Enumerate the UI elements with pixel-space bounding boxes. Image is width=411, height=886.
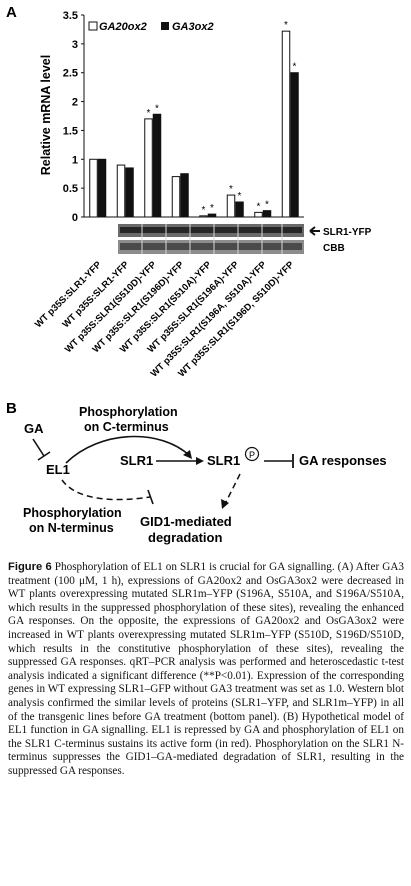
significance-star: * — [210, 203, 214, 214]
bar-ga20ox2 — [145, 119, 153, 217]
panel-a-letter: A — [6, 4, 17, 21]
label-phos-c-line1: Phosphorylation — [79, 405, 178, 419]
bar-ga20ox2 — [200, 216, 208, 217]
y-tick-label: 2 — [72, 97, 78, 109]
legend-label-ga20ox2: GA20ox2 — [99, 21, 147, 33]
label-phos-n-line2: on N-terminus — [29, 521, 114, 535]
bar-ga3ox2 — [291, 73, 299, 217]
bar-ga20ox2 — [255, 212, 263, 217]
bar-ga20ox2 — [90, 159, 98, 217]
figure-caption: Figure 6 Phosphorylation of EL1 on SLR1 … — [8, 561, 404, 779]
blot-label-cbb: CBB — [323, 243, 345, 254]
bar-ga3ox2 — [263, 211, 271, 217]
label-ga: GA — [24, 421, 44, 436]
significance-star: * — [202, 205, 206, 216]
label-gid1-line2: degradation — [148, 530, 222, 545]
legend-swatch-ga3ox2 — [161, 22, 169, 30]
y-tick-label: 0 — [72, 212, 78, 224]
bar-ga3ox2 — [208, 214, 216, 217]
blot-label-slr1-yfp: SLR1-YFP — [323, 227, 372, 238]
inhibition-bar — [38, 452, 50, 460]
bar-ga3ox2 — [181, 174, 189, 217]
significance-star: * — [155, 103, 159, 114]
y-tick-label: 3.5 — [63, 10, 78, 22]
bar-ga20ox2 — [172, 177, 180, 217]
y-axis-title: Relative mRNA level — [39, 55, 53, 175]
blot-band-dark — [120, 227, 302, 233]
significance-star: * — [238, 191, 242, 202]
caption-label: Figure 6 — [8, 561, 52, 573]
dashed-el1-to-degradation — [62, 480, 150, 500]
y-tick-label: 0.5 — [63, 183, 78, 195]
label-slr1-phosphorylated: SLR1 — [207, 453, 240, 468]
label-ga-responses: GA responses — [299, 453, 387, 468]
bar-chart: 00.511.522.533.5**********WT p35S:SLR1-Y… — [33, 10, 304, 379]
caption-text: Phosphorylation of EL1 on SLR1 is crucia… — [8, 561, 404, 777]
chart-legend: GA20ox2 GA3ox2 — [89, 21, 214, 33]
blot-band-cbb — [120, 243, 302, 250]
ga-inhibits-el1 — [33, 439, 44, 456]
y-tick-label: 3 — [72, 39, 78, 51]
significance-star: * — [147, 108, 151, 119]
label-gid1-line1: GID1-mediated — [140, 514, 232, 529]
bar-ga3ox2 — [98, 159, 106, 217]
bar-ga20ox2 — [117, 165, 125, 217]
bar-ga3ox2 — [126, 168, 134, 217]
bar-ga3ox2 — [236, 202, 244, 217]
arrowhead — [196, 457, 204, 465]
y-tick-label: 2.5 — [63, 68, 78, 80]
significance-star: * — [293, 62, 297, 73]
label-el1: EL1 — [46, 462, 70, 477]
blot-arrow — [310, 227, 320, 235]
legend-label-ga3ox2: GA3ox2 — [172, 21, 214, 33]
significance-star: * — [265, 200, 269, 211]
arrowhead — [221, 499, 229, 509]
dashed-slr1p-to-degradation — [226, 474, 240, 502]
western-blot: SLR1-YFP CBB — [118, 224, 372, 254]
significance-star: * — [229, 184, 233, 195]
panel-b-model: B GA EL1 Phosphorylation on C-terminus S… — [6, 400, 387, 545]
bar-ga3ox2 — [153, 114, 161, 217]
phosphate-label: P — [249, 450, 255, 460]
significance-star: * — [257, 201, 261, 212]
label-phos-n-line1: Phosphorylation — [23, 506, 122, 520]
y-tick-label: 1.5 — [63, 125, 78, 137]
label-slr1: SLR1 — [120, 453, 153, 468]
bar-ga20ox2 — [227, 195, 235, 217]
label-phos-c-line2: on C-terminus — [84, 420, 169, 434]
legend-swatch-ga20ox2 — [89, 22, 97, 30]
y-tick-label: 1 — [72, 154, 78, 166]
panel-b-letter: B — [6, 400, 17, 417]
bar-ga20ox2 — [282, 31, 290, 217]
significance-star: * — [284, 20, 288, 31]
